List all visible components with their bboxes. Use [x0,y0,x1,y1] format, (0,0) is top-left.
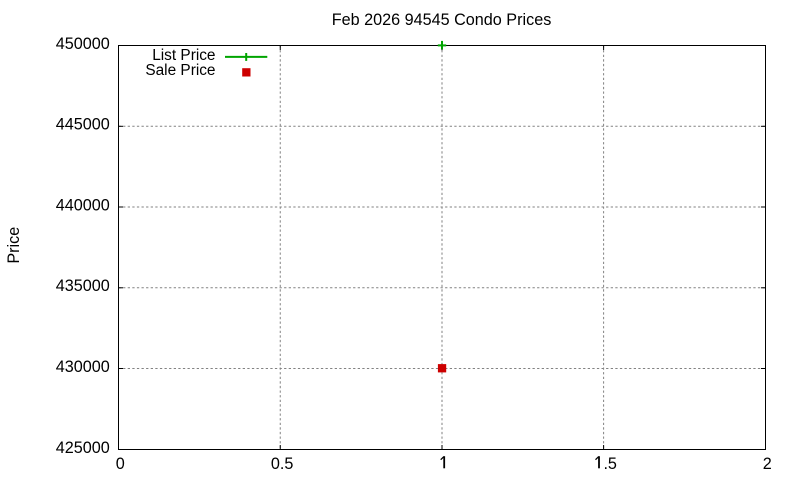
svg-text:0: 0 [116,455,125,473]
svg-text:Feb 2026 94545 Condo Prices: Feb 2026 94545 Condo Prices [332,11,552,29]
svg-text:List Price: List Price [152,47,215,64]
svg-text:450000: 450000 [56,35,110,53]
svg-text:0.5: 0.5 [271,455,294,473]
svg-text:440000: 440000 [56,196,110,214]
svg-text:445000: 445000 [56,116,110,134]
svg-text:435000: 435000 [56,277,110,295]
svg-text:.5: .5 [603,455,617,473]
svg-text:2: 2 [763,455,772,473]
svg-text:Price: Price [5,227,23,264]
svg-text:425000: 425000 [56,439,110,457]
svg-text:430000: 430000 [56,358,110,376]
svg-text:Sale Price: Sale Price [145,62,215,79]
